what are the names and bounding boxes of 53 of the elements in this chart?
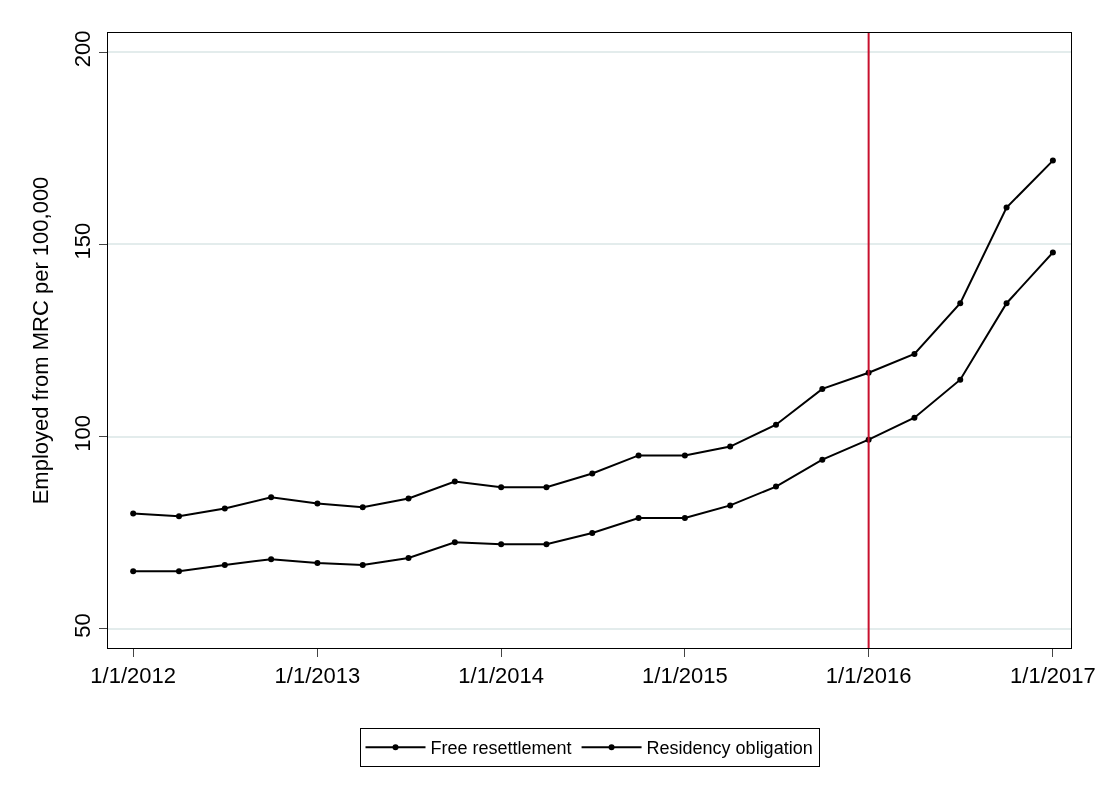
y-axis-title: Employed from MRC per 100,000: [28, 176, 53, 505]
point: [911, 414, 918, 421]
point: [221, 505, 228, 512]
point: [681, 515, 688, 522]
point: [221, 561, 228, 568]
x-tick-label: 1/1/2012: [90, 663, 176, 689]
point: [911, 350, 918, 357]
point: [1049, 157, 1056, 164]
point: [314, 500, 321, 507]
point: [589, 470, 596, 477]
x-tick-label: 1/1/2017: [1010, 663, 1096, 689]
point: [957, 376, 964, 383]
point: [1003, 204, 1010, 211]
point: [773, 483, 780, 490]
point: [727, 502, 734, 509]
point: [727, 443, 734, 450]
legend-label: Free resettlement: [430, 738, 572, 759]
point: [819, 385, 826, 392]
y-tick-label: 100: [70, 414, 96, 452]
point: [635, 515, 642, 522]
point: [175, 568, 182, 575]
point: [359, 504, 366, 511]
point: [957, 300, 964, 307]
point: [268, 556, 275, 563]
point: [681, 452, 688, 459]
y-tick-label: 200: [70, 30, 96, 68]
legend-label: Residency obligation: [646, 738, 813, 759]
point: [451, 539, 458, 546]
x-tick-label: 1/1/2016: [825, 663, 912, 689]
point: [543, 484, 550, 491]
point: [268, 494, 275, 501]
point: [405, 555, 412, 562]
x-tick-label: 1/1/2014: [458, 663, 544, 689]
x-tick-label: 1/1/2015: [642, 663, 728, 689]
point: [543, 541, 550, 548]
point: [130, 510, 137, 517]
point: [359, 561, 366, 568]
point: [819, 456, 826, 463]
point: [635, 452, 642, 459]
y-tick-label: 50: [70, 613, 96, 638]
point: [1049, 249, 1056, 256]
point: [773, 421, 780, 428]
point: [175, 513, 182, 520]
point: [498, 541, 505, 548]
x-tick-label: 1/1/2013: [274, 663, 361, 689]
point: [1003, 300, 1010, 307]
point: [405, 495, 412, 502]
y-tick-label: 150: [70, 222, 96, 260]
point: [498, 484, 505, 491]
point: [451, 478, 458, 485]
point: [130, 568, 137, 575]
point: [589, 530, 596, 537]
point: [314, 560, 321, 567]
